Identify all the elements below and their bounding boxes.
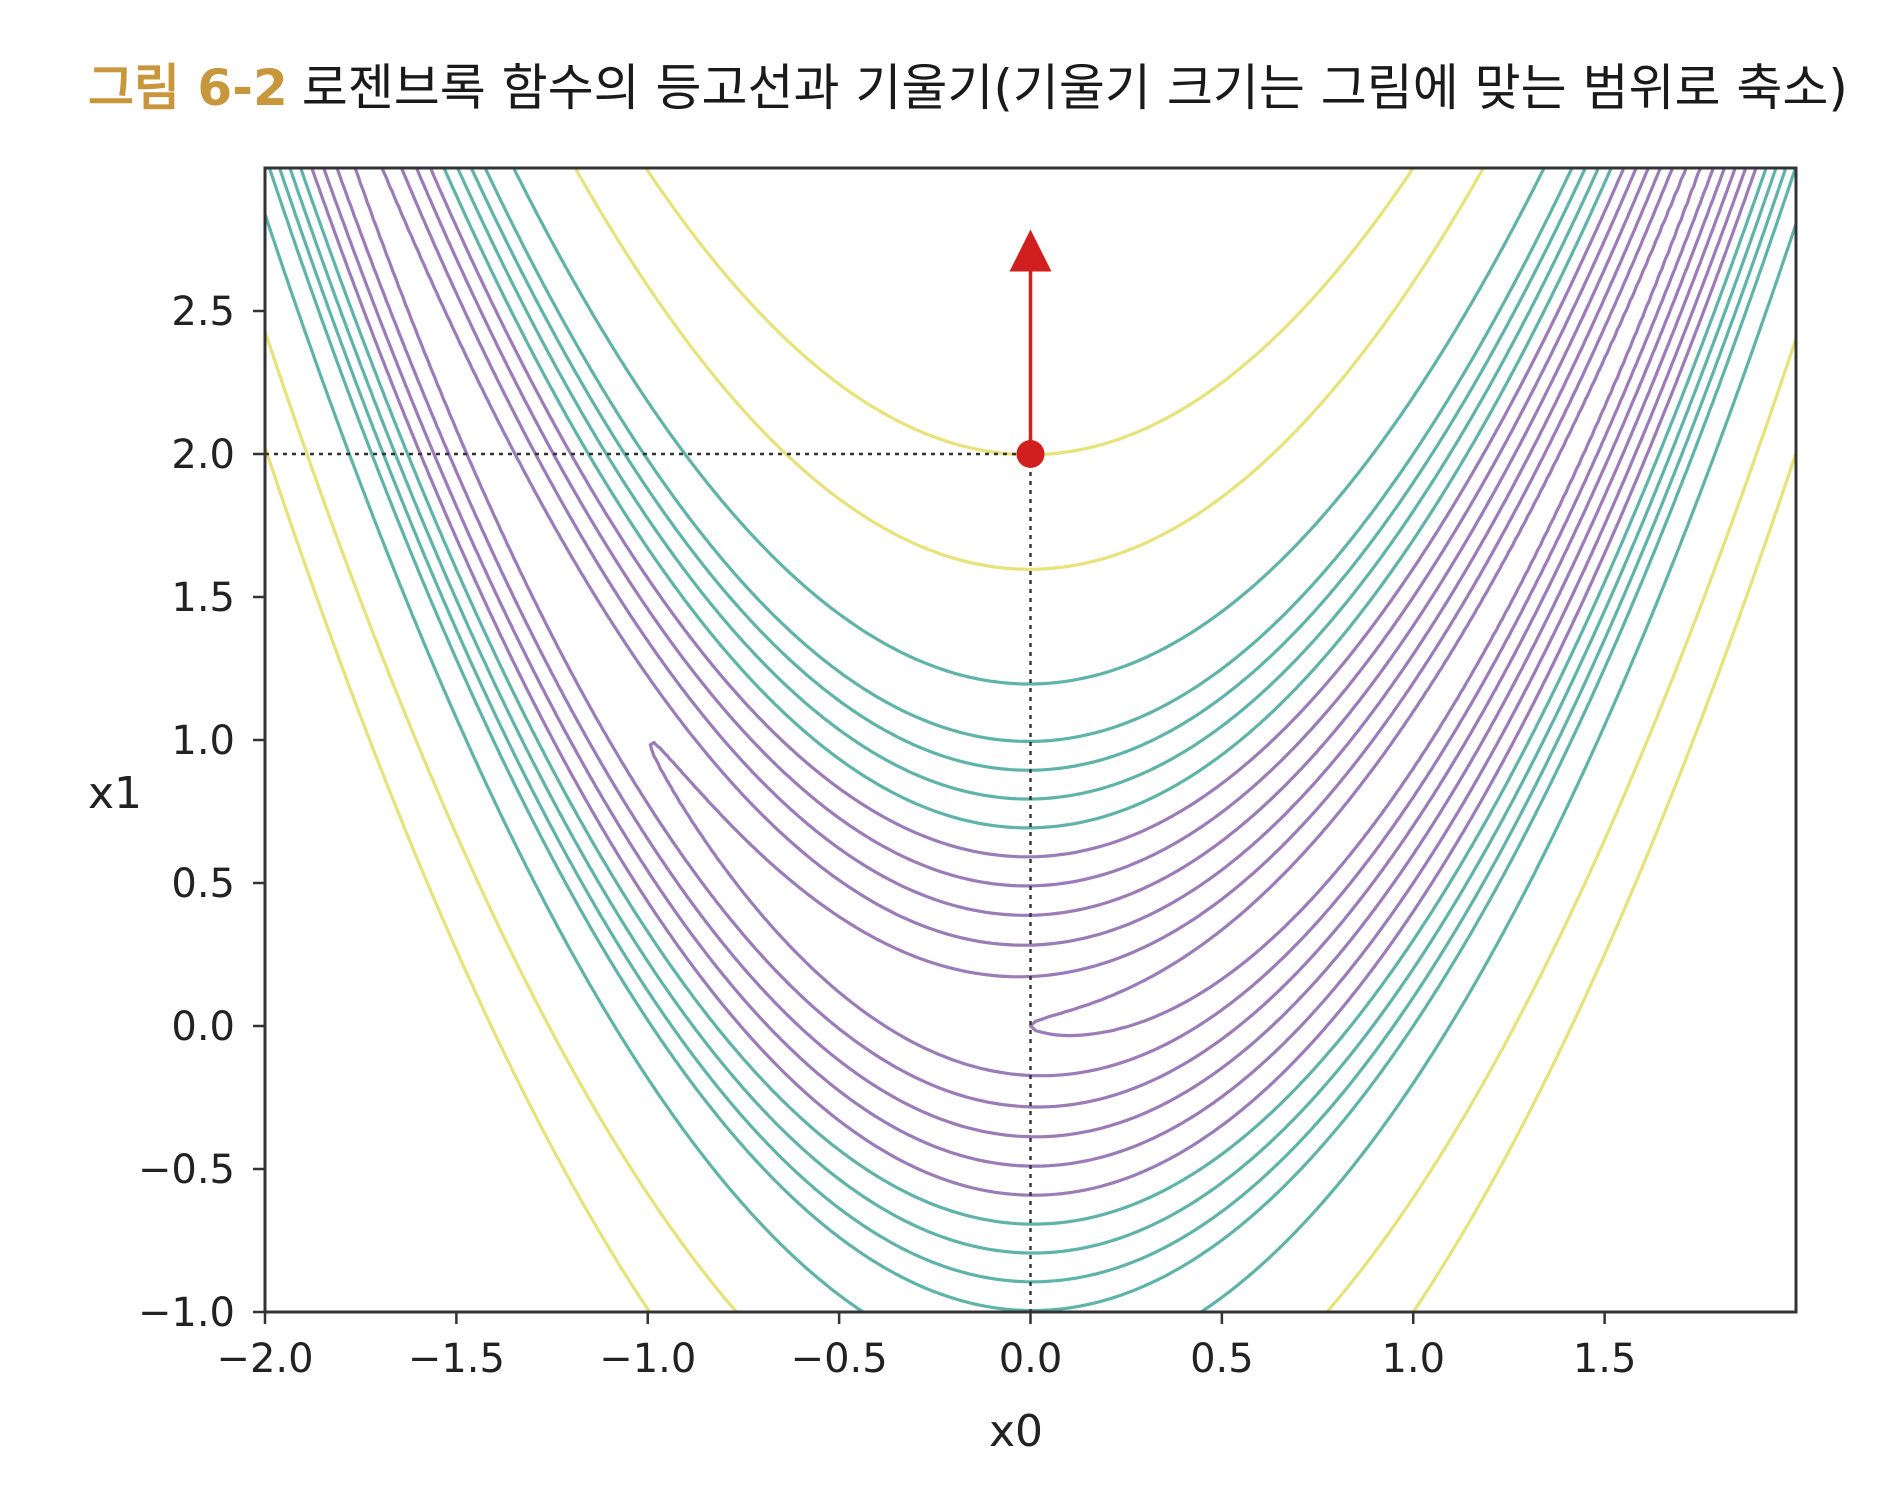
x-tick-label: 1.0 [1381, 1336, 1445, 1382]
x-tick-label: −1.0 [599, 1336, 696, 1382]
x-tick-label: −1.5 [408, 1336, 505, 1382]
contour-level-25 [322, 168, 1748, 1168]
y-tick-label: −0.5 [138, 1147, 235, 1193]
y-tick-label: 0.0 [171, 1004, 235, 1050]
gradient-arrow-head [1009, 229, 1052, 272]
figure-number: 그림 6-2 [88, 59, 288, 117]
contour-level-36 [310, 168, 1758, 1197]
contour-level-81 [278, 168, 1788, 1284]
y-tick-label: 2.0 [171, 432, 235, 478]
x-tick-label: −0.5 [791, 1336, 888, 1382]
contour-level-64 [288, 168, 1778, 1255]
contour-level-1 [1028, 168, 1703, 1038]
contour-level-9 [353, 168, 1727, 1109]
x-axis-ticks: −2.0 −1.5 −1.0 −0.5 0.0 0.5 1.0 1.5 [216, 1312, 1636, 1382]
x-tick-label: 0.5 [1190, 1336, 1254, 1382]
contour-level-16 [335, 168, 1737, 1139]
x-tick-label: −2.0 [216, 1336, 313, 1382]
figure-caption: 그림 6-2 로젠브록 함수의 등고선과 기울기(기울기 크기는 그림에 맞는 범… [88, 48, 1848, 128]
gradient-marker [1009, 229, 1052, 468]
y-tick-label: 1.5 [171, 575, 235, 621]
y-tick-label: 1.0 [171, 718, 235, 764]
contour-level-256 [265, 168, 1796, 1312]
y-axis-ticks: −1.0 −0.5 0.0 0.5 1.0 1.5 2.0 2.5 [138, 289, 265, 1336]
y-tick-label: −1.0 [138, 1290, 235, 1336]
y-axis-label: x1 [88, 768, 142, 819]
contour-level-144 [265, 168, 1796, 1312]
y-tick-label: 0.5 [171, 861, 235, 907]
contour-level-4 [648, 168, 1715, 1078]
contour-lines [265, 168, 1796, 1312]
contour-level-100 [267, 168, 1796, 1312]
current-point [1016, 440, 1045, 468]
contour-level-49 [299, 168, 1768, 1226]
x-tick-label: 0.0 [999, 1336, 1063, 1382]
x-tick-label: 1.5 [1573, 1336, 1637, 1382]
figure-title: 로젠브록 함수의 등고선과 기울기(기울기 크기는 그림에 맞는 범위로 축소) [301, 59, 1848, 117]
guide-lines [265, 452, 1032, 1312]
y-tick-label: 2.5 [171, 289, 235, 335]
x-axis-label: x0 [989, 1406, 1043, 1457]
